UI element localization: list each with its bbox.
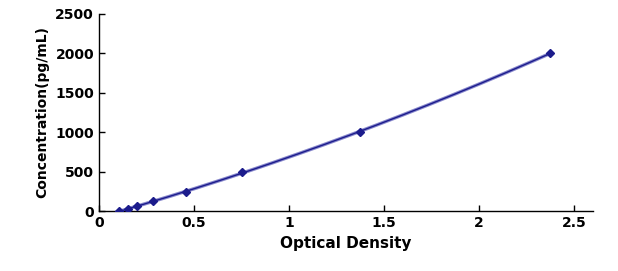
Y-axis label: Concentration(pg/mL): Concentration(pg/mL) bbox=[36, 27, 49, 198]
X-axis label: Optical Density: Optical Density bbox=[281, 236, 412, 251]
